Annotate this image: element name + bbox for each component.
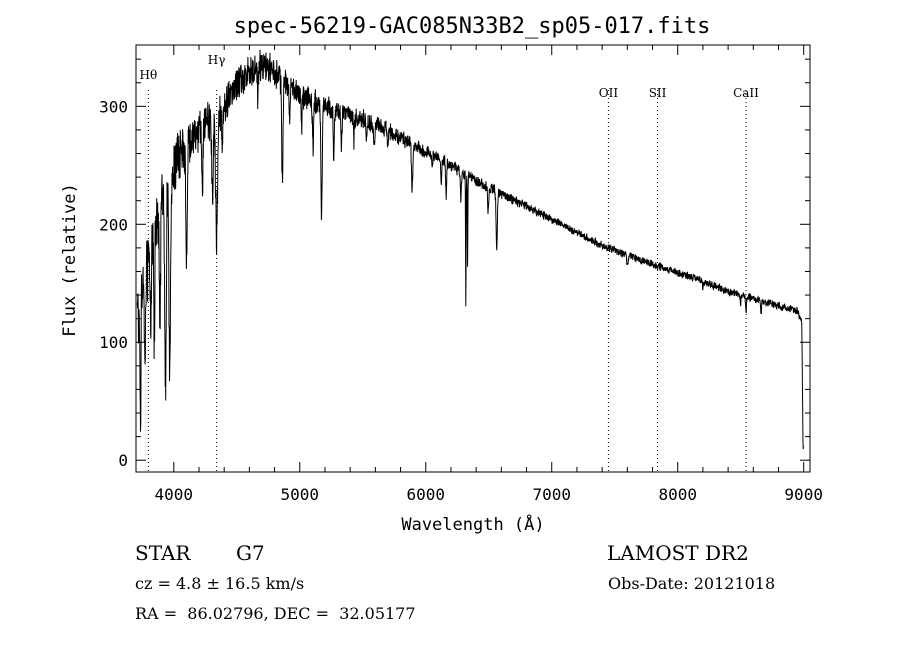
y-tick-label: 100 (99, 333, 128, 352)
y-tick-label: 0 (118, 451, 128, 470)
spectral-subclass: G7 (236, 541, 265, 565)
y-axis-label: Flux (relative) (60, 183, 80, 337)
redshift-text: cz = 4.8 ± 16.5 km/s (135, 574, 305, 593)
y-tick-label: 300 (99, 97, 128, 116)
x-tick-label: 5000 (281, 485, 320, 504)
spectral-line-label: OII (599, 86, 619, 100)
x-tick-label: 9000 (784, 485, 823, 504)
x-axis-label: Wavelength (Å) (401, 513, 544, 535)
object-class: STAR (135, 541, 191, 565)
x-tick-label: 7000 (532, 485, 571, 504)
coordinates-text: RA = 86.02796, DEC = 32.05177 (135, 604, 416, 623)
x-tick-label: 8000 (658, 485, 697, 504)
spectral-line-label: Hγ (208, 53, 226, 67)
spectral-line-markers: Hθ Hγ OII SII CaII (139, 53, 759, 472)
axis-ticks (136, 45, 810, 472)
spectral-line-label: Hθ (139, 68, 157, 82)
x-tick-label: 4000 (155, 485, 194, 504)
survey-name: LAMOST DR2 (607, 541, 749, 565)
spectrum-line (136, 49, 805, 450)
plot-frame (135, 44, 811, 473)
spectral-line-label: SII (649, 86, 667, 100)
spectral-line-label: CaII (733, 86, 759, 100)
tick-labels: 4000 5000 6000 7000 8000 9000 0 100 200 300 (99, 97, 823, 504)
observation-date: Obs-Date: 20121018 (608, 574, 776, 593)
y-tick-label: 200 (99, 215, 128, 234)
x-tick-label: 6000 (406, 485, 445, 504)
chart-title: spec-56219-GAC085N33B2_sp05-017.fits (234, 14, 711, 39)
